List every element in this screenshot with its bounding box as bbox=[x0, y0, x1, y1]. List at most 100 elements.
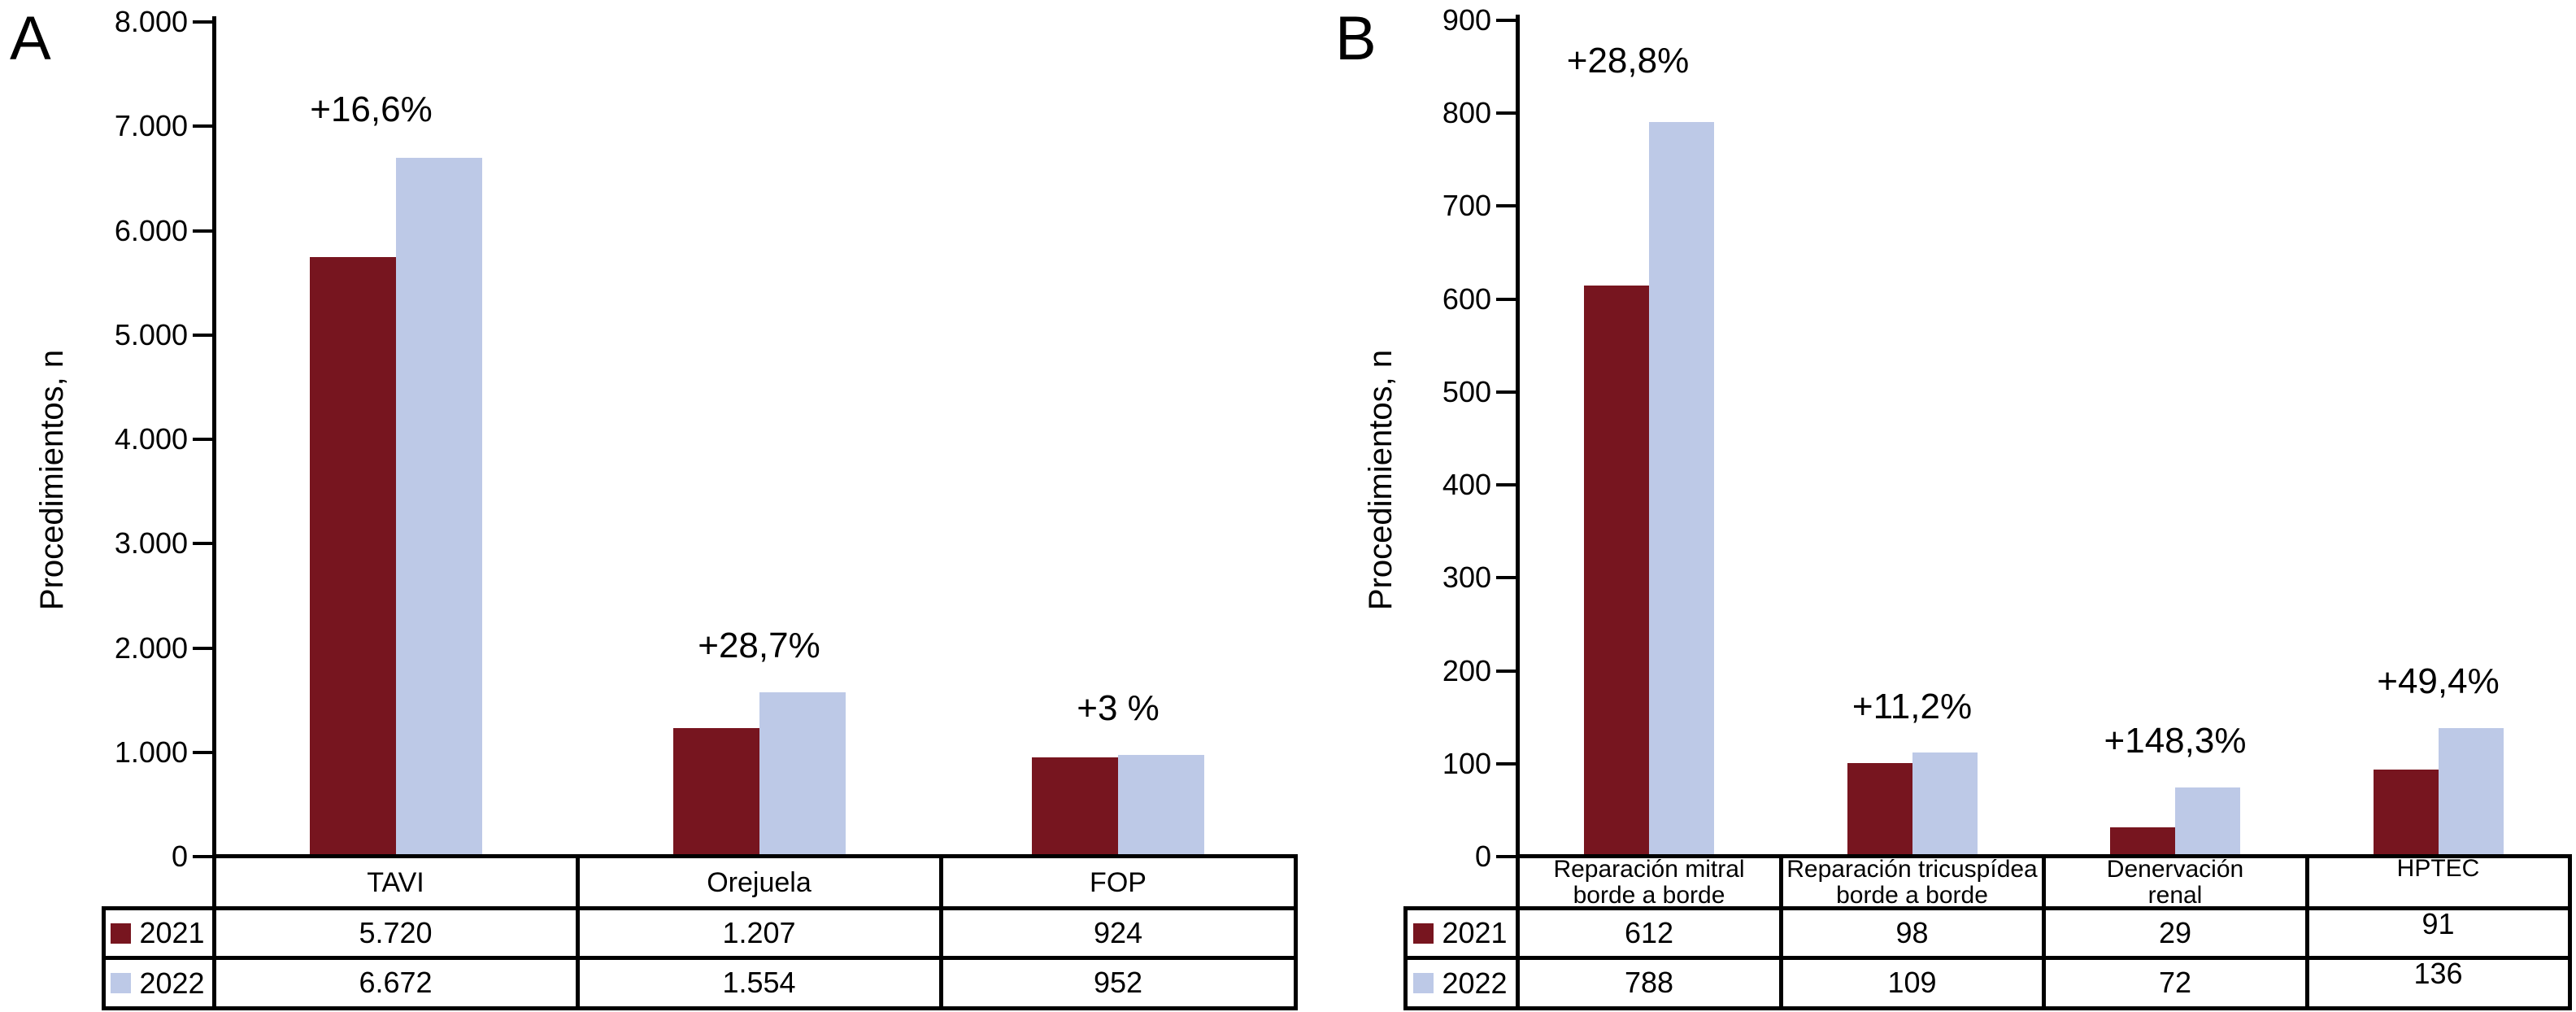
bar-2022-a-cat1 bbox=[395, 158, 482, 854]
table-column-line-a-1 bbox=[576, 854, 580, 1010]
table-category-label-b-cat1: Reparación mitral borde a borde bbox=[1553, 855, 1745, 909]
pct-change-label-b-cat1: +28,8% bbox=[1566, 41, 1690, 81]
table-value-2022-a-cat2: 1.554 bbox=[722, 966, 796, 999]
table-value-2022-b-cat2: 109 bbox=[1887, 966, 1937, 999]
table-column-line-b-4 bbox=[2568, 854, 2572, 1010]
table-category-label-a-cat3: FOP bbox=[1090, 866, 1147, 898]
y-tick-mark-b-800 bbox=[1496, 111, 1516, 115]
y-axis-line-a bbox=[212, 16, 216, 1010]
y-tick-label-b-500: 500 bbox=[1442, 375, 1491, 408]
bar-2022-b-cat2 bbox=[1912, 752, 1978, 854]
legend-swatch-2022-a bbox=[111, 973, 132, 993]
y-tick-mark-b-100 bbox=[1496, 762, 1516, 766]
y-tick-label-b-900: 900 bbox=[1442, 3, 1491, 37]
y-tick-label-b-400: 400 bbox=[1442, 468, 1491, 501]
table-column-line-b-2 bbox=[2042, 854, 2046, 1010]
y-tick-mark-b-300 bbox=[1496, 576, 1516, 579]
legend-year-label-2021-b: 2021 bbox=[1442, 916, 1508, 949]
table-category-label-a-cat1: TAVI bbox=[367, 866, 424, 898]
y-tick-mark-b-0 bbox=[1496, 855, 1516, 858]
y-tick-mark-a-3.000 bbox=[193, 542, 212, 545]
bar-2021-a-cat2 bbox=[672, 728, 759, 854]
pct-change-label-b-cat4: +49,4% bbox=[2377, 661, 2500, 701]
bar-2022-a-cat2 bbox=[759, 692, 846, 854]
y-tick-mark-b-200 bbox=[1496, 670, 1516, 673]
pct-change-label-b-cat3: +148,3% bbox=[2104, 721, 2247, 761]
legend-column-left-border-b bbox=[1403, 906, 1408, 1010]
table-value-2022-b-cat3: 72 bbox=[2158, 966, 2192, 999]
y-tick-mark-a-6.000 bbox=[193, 229, 212, 233]
y-tick-label-a-8.000: 8.000 bbox=[114, 5, 188, 38]
y-tick-mark-a-0 bbox=[193, 855, 212, 858]
y-tick-mark-a-2.000 bbox=[193, 647, 212, 650]
legend-swatch-2022-b bbox=[1413, 973, 1434, 993]
legend-row-2021-a: 2021 bbox=[103, 910, 212, 956]
table-column-line-b-1 bbox=[1779, 854, 1783, 1010]
bar-2021-b-cat2 bbox=[1847, 763, 1912, 854]
y-tick-label-a-4.000: 4.000 bbox=[114, 422, 188, 456]
y-tick-label-b-600: 600 bbox=[1442, 282, 1491, 316]
pct-change-label-a-cat2: +28,7% bbox=[698, 626, 820, 665]
bar-2021-a-cat1 bbox=[309, 257, 396, 854]
bar-2022-b-cat4 bbox=[2438, 728, 2504, 854]
y-tick-mark-a-1.000 bbox=[193, 751, 212, 754]
table-row-line-b-3 bbox=[1403, 1006, 2572, 1010]
panel-a-label: A bbox=[10, 4, 51, 73]
y-tick-label-b-300: 300 bbox=[1442, 561, 1491, 594]
table-category-label-b-cat3: Denervación renal bbox=[2106, 855, 2244, 909]
table-value-2022-a-cat3: 952 bbox=[1093, 966, 1143, 999]
bar-2022-a-cat3 bbox=[1118, 755, 1204, 854]
table-category-label-a-cat2: Orejuela bbox=[707, 866, 812, 898]
table-value-2021-b-cat4: 91 bbox=[2422, 907, 2455, 940]
y-tick-label-a-3.000: 3.000 bbox=[114, 526, 188, 560]
y-tick-mark-b-700 bbox=[1496, 204, 1516, 207]
legend-year-label-2022-b: 2022 bbox=[1442, 966, 1508, 1000]
table-value-2022-b-cat4: 136 bbox=[2413, 957, 2463, 990]
y-tick-label-a-2.000: 2.000 bbox=[114, 631, 188, 665]
legend-swatch-2021-a bbox=[111, 923, 132, 944]
bar-2022-b-cat3 bbox=[2175, 787, 2240, 854]
y-tick-label-a-5.000: 5.000 bbox=[114, 318, 188, 351]
pct-change-label-a-cat1: +16,6% bbox=[310, 89, 433, 129]
legend-year-label-2021-a: 2021 bbox=[139, 916, 205, 949]
y-tick-mark-b-600 bbox=[1496, 298, 1516, 301]
y-axis-line-b bbox=[1516, 15, 1520, 1010]
legend-row-2022-a: 2022 bbox=[103, 960, 212, 1006]
y-tick-label-a-7.000: 7.000 bbox=[114, 109, 188, 142]
y-tick-mark-a-4.000 bbox=[193, 438, 212, 441]
y-tick-mark-b-500 bbox=[1496, 390, 1516, 394]
bar-2022-b-cat1 bbox=[1649, 122, 1714, 854]
y-tick-label-a-1.000: 1.000 bbox=[114, 735, 188, 769]
y-tick-label-a-6.000: 6.000 bbox=[114, 214, 188, 247]
table-value-2021-b-cat2: 98 bbox=[1895, 916, 1929, 949]
table-row-line-a-1 bbox=[102, 906, 1298, 910]
table-row-line-b-2 bbox=[1403, 956, 2572, 960]
table-value-2021-b-cat1: 612 bbox=[1624, 916, 1674, 949]
legend-row-2021-b: 2021 bbox=[1405, 910, 1516, 956]
legend-row-2022-b: 2022 bbox=[1405, 960, 1516, 1006]
table-value-2021-a-cat1: 5.720 bbox=[359, 916, 433, 949]
table-value-2022-a-cat1: 6.672 bbox=[359, 966, 433, 999]
table-column-line-b-3 bbox=[2305, 854, 2309, 1010]
table-column-line-a-2 bbox=[939, 854, 943, 1010]
pct-change-label-a-cat3: +3 % bbox=[1077, 688, 1160, 728]
y-tick-label-b-0: 0 bbox=[1474, 840, 1491, 873]
y-tick-mark-b-900 bbox=[1496, 19, 1516, 22]
table-value-2021-a-cat3: 924 bbox=[1093, 916, 1143, 949]
y-tick-mark-b-400 bbox=[1496, 483, 1516, 486]
bar-2021-b-cat3 bbox=[2110, 827, 2175, 854]
table-value-2021-a-cat2: 1.207 bbox=[722, 916, 796, 949]
legend-year-label-2022-a: 2022 bbox=[139, 966, 205, 1000]
y-tick-label-a-0: 0 bbox=[171, 840, 188, 873]
bar-2021-b-cat4 bbox=[2373, 770, 2439, 854]
y-tick-mark-a-7.000 bbox=[193, 124, 212, 128]
y-tick-label-b-700: 700 bbox=[1442, 189, 1491, 222]
table-category-label-b-cat2: Reparación tricuspídea borde a borde bbox=[1786, 855, 2038, 909]
y-tick-mark-a-8.000 bbox=[193, 20, 212, 24]
y-tick-mark-a-5.000 bbox=[193, 334, 212, 337]
table-column-line-a-3 bbox=[1294, 854, 1298, 1010]
legend-column-left-border-a bbox=[102, 906, 106, 1010]
